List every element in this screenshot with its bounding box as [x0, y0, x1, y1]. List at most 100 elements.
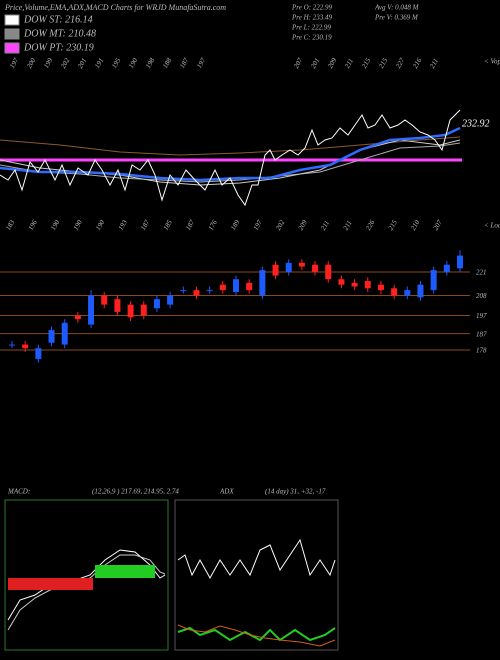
y-tick-label: 221 [476, 269, 487, 277]
candle-body [298, 262, 305, 267]
date-label: 197 [8, 56, 20, 70]
date-label: 227 [394, 56, 406, 70]
date-label: 197 [195, 56, 207, 70]
info-text: Pre H: 233.49 [291, 14, 332, 22]
candle-body [22, 344, 29, 349]
date-label: 207 [292, 56, 304, 70]
date-label: 207 [432, 218, 444, 232]
macd-label: MACD: [7, 488, 30, 496]
candle-body [140, 304, 147, 316]
ema-panel [0, 109, 462, 207]
y-tick-label: 197 [476, 312, 487, 320]
y-tick-label: 187 [476, 330, 487, 338]
price-line [0, 109, 461, 207]
date-label: 209 [297, 218, 309, 232]
legend-swatch [4, 28, 20, 40]
candle-body [325, 264, 332, 280]
y-tick-label: 208 [476, 292, 487, 300]
axis-note: < Loans [484, 222, 500, 230]
date-label: 211 [319, 219, 331, 232]
candle-body [246, 282, 253, 291]
date-label: 201 [309, 57, 321, 70]
title: Price,Volume,EMA,ADX,MACD Charts for WRJ… [4, 3, 226, 12]
candle-body [430, 270, 437, 291]
candle-body [153, 299, 160, 309]
date-label: 188 [161, 56, 173, 70]
date-label: 190 [49, 218, 61, 232]
date-label: 202 [59, 56, 71, 70]
date-label: 190 [72, 218, 84, 232]
candle-body [272, 264, 279, 276]
candle-body [457, 255, 463, 269]
candle-body [167, 295, 174, 305]
date-label: 200 [25, 56, 37, 70]
adx-label: ADX [219, 488, 234, 496]
date-label: 226 [364, 218, 376, 232]
date-label: 195 [110, 56, 122, 70]
candle-body [193, 290, 200, 296]
candle-body [206, 290, 213, 292]
candle-body [364, 281, 371, 289]
date-label: 189 [229, 218, 241, 232]
minus-di [177, 624, 336, 647]
candle-body [285, 262, 292, 272]
candle-body [351, 282, 358, 287]
info-text: Pre C: 230.19 [291, 34, 332, 42]
date-label: 199 [42, 56, 54, 70]
legend-label: DOW PT: 230.19 [23, 42, 94, 53]
adx-line [177, 538, 336, 580]
date-label: 190 [94, 218, 106, 232]
date-label: 198 [144, 56, 156, 70]
legend-swatch [4, 42, 20, 54]
candle-body [219, 284, 226, 291]
info-text: Avg V: 0.048 M [374, 4, 420, 12]
info-text: Pre V: 0.369 M [374, 14, 419, 22]
ema-line [0, 126, 461, 182]
date-label: 183 [4, 218, 16, 232]
date-label: 202 [274, 218, 286, 232]
candle-body [35, 348, 42, 360]
candle-body [443, 264, 450, 272]
candle-body [101, 295, 108, 305]
date-label: 209 [326, 56, 338, 70]
ema-line [0, 136, 461, 156]
candle-body [259, 270, 266, 296]
legend-swatch [4, 14, 20, 26]
candle-body [9, 344, 15, 346]
candle-body [48, 330, 55, 343]
date-label: 215 [387, 218, 399, 232]
date-label: 191 [93, 57, 105, 70]
candle-body [391, 288, 398, 296]
candle-body [377, 284, 384, 291]
candle-body [114, 299, 121, 312]
candle-body [127, 304, 134, 318]
date-label: 215 [360, 56, 372, 70]
candle-body [233, 279, 239, 292]
date-label: 185 [162, 218, 174, 232]
info-text: Pre O: 222.99 [291, 4, 332, 12]
candle-body [88, 295, 95, 325]
date-label: 176 [207, 218, 219, 232]
date-label: 211 [343, 57, 355, 70]
ema-line [0, 142, 461, 183]
candle-body [417, 284, 424, 298]
candle-body [74, 315, 81, 320]
candle-body [312, 264, 319, 272]
date-label: 216 [411, 56, 423, 70]
date-label: 193 [117, 218, 129, 232]
candle-body [338, 279, 345, 285]
adx-params: (14 day) 31, +32, -17 [265, 488, 326, 496]
candle-body [61, 322, 68, 345]
legend-label: DOW MT: 210.48 [23, 28, 96, 39]
date-label: 187 [184, 218, 196, 232]
info-text: Pre L: 222.99 [291, 24, 331, 32]
date-label: 196 [27, 218, 39, 232]
date-label: 211 [342, 219, 354, 232]
y-tick-label: 178 [476, 347, 487, 355]
legend-label: DOW ST: 216.14 [23, 14, 93, 25]
adx-panel [174, 499, 339, 651]
plus-di [177, 626, 336, 642]
candle-body [404, 290, 411, 296]
date-label: 187 [178, 56, 190, 70]
